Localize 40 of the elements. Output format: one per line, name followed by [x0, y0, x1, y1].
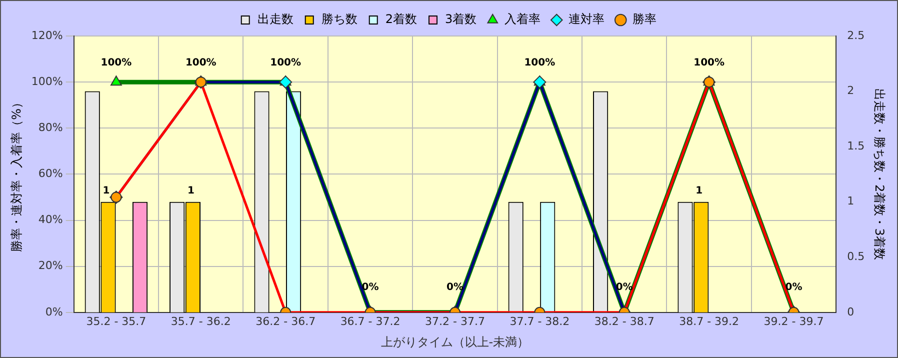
y-tick-label: 0%	[45, 305, 63, 318]
x-tick-label: 37.7 - 38.2	[510, 314, 570, 328]
legend-label: 入着率	[504, 12, 541, 26]
y2-axis-title: 出走数・勝ち数・2着数・3着数	[872, 88, 887, 260]
y2-tick-label: 1	[847, 194, 854, 208]
data-label: 1	[696, 185, 703, 196]
data-label: 100%	[100, 58, 132, 69]
legend-label: 3着数	[445, 12, 477, 26]
legend-label: 勝率	[632, 12, 657, 26]
x-axis-title: 上がりタイム（以上-未満）	[380, 334, 530, 349]
y2-tick-label: 2.5	[847, 28, 865, 42]
y-tick-label: 60%	[38, 167, 63, 180]
y-tick-label: 100%	[31, 74, 63, 88]
x-tick-label: 38.2 - 38.7	[594, 314, 654, 328]
y2-tick-label: 0	[847, 305, 854, 318]
x-tick-label: 38.7 - 39.2	[679, 314, 740, 328]
y2-tick-label: 0.5	[847, 250, 865, 263]
y2-tick-label: 1.5	[847, 139, 865, 152]
data-label: 100%	[270, 58, 302, 69]
x-tick-label: 37.2 - 37.7	[425, 314, 485, 328]
legend-label: 勝ち数	[321, 12, 358, 26]
y-tick-label: 40%	[38, 213, 63, 226]
legend-label: 2着数	[385, 12, 418, 26]
data-label: 100%	[524, 58, 556, 69]
x-tick-label: 35.7 - 36.2	[170, 314, 231, 328]
data-label: 1	[102, 185, 110, 196]
data-label: 100%	[694, 58, 725, 69]
y-tick-label: 80%	[38, 120, 63, 134]
data-label: 1	[187, 185, 194, 196]
data-label: 100%	[185, 58, 216, 69]
y-tick-label: 120%	[31, 28, 63, 42]
legend-label: 出走数	[257, 12, 294, 26]
y2-tick-label: 2	[847, 84, 854, 98]
y-tick-label: 20%	[38, 259, 63, 272]
legend-label: 連対率	[568, 12, 605, 26]
x-tick-label: 36.7 - 37.2	[340, 314, 400, 328]
y-axis-title: 勝率・連対率・入着率（%）	[9, 96, 24, 252]
x-tick-label: 36.2 - 36.7	[256, 314, 316, 328]
x-tick-label: 35.2 - 35.7	[86, 314, 146, 328]
x-tick-label: 39.2 - 39.7	[764, 314, 824, 328]
